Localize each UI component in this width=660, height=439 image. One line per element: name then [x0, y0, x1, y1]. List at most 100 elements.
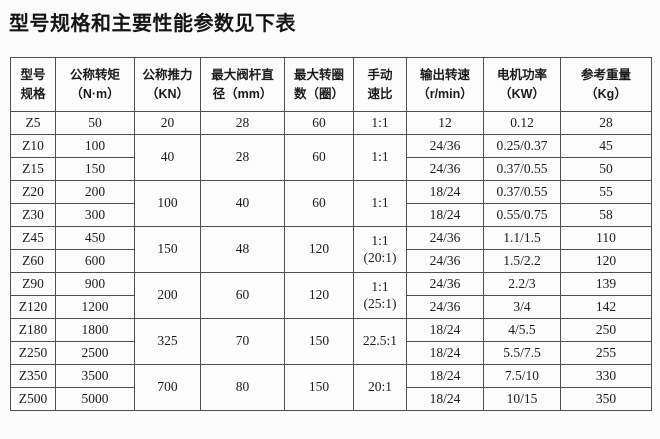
thrust-cell: 20 — [134, 111, 201, 135]
table-row: Z30 300 18/24 0.55/0.75 58 — [10, 203, 652, 227]
thrust-cell: 100 — [134, 180, 201, 227]
header-turns: 最大转圈 数（圈） — [284, 57, 354, 112]
thrust-cell: 150 — [134, 226, 201, 273]
stem-cell: 28 — [200, 111, 285, 135]
turns-cell: 150 — [284, 318, 354, 365]
thrust-cell: 700 — [134, 364, 201, 411]
table-row: Z250 2500 18/24 5.5/7.5 255 — [10, 341, 652, 365]
table-row: Z15 150 24/36 0.37/0.55 50 — [10, 157, 652, 181]
table-row: Z500 5000 18/24 10/15 350 — [10, 387, 652, 411]
table-row: Z10 100 40 28 60 1:1 24/36 0.25/0.37 45 — [10, 134, 652, 181]
header-weight: 参考重量 （Kg） — [560, 57, 652, 112]
turns-cell: 60 — [284, 111, 354, 135]
turns-cell: 120 — [284, 226, 354, 273]
power-cell: 0.55/0.75 — [483, 203, 561, 227]
header-power: 电机功率 （KW） — [483, 57, 561, 112]
model-cell: Z15 — [10, 157, 56, 181]
power-cell: 0.37/0.55 — [483, 157, 561, 181]
weight-cell: 142 — [560, 295, 652, 319]
torque-cell: 600 — [55, 249, 135, 273]
model-cell: Z180 — [10, 318, 56, 342]
model-cell: Z350 — [10, 364, 56, 388]
table-row: Z350 3500 700 80 150 20:1 18/24 7.5/10 3… — [10, 364, 652, 411]
power-cell: 4/5.5 — [483, 318, 561, 342]
header-stem: 最大阀杆直 径（mm） — [200, 57, 285, 112]
header-model: 型号 规格 — [10, 57, 56, 112]
speed-cell: 24/36 — [406, 295, 484, 319]
table-row: Z5 50 20 28 60 1:1 12 0.12 28 — [10, 111, 652, 135]
torque-cell: 1200 — [55, 295, 135, 319]
thrust-cell: 325 — [134, 318, 201, 365]
model-cell: Z30 — [10, 203, 56, 227]
torque-cell: 100 — [55, 134, 135, 158]
weight-cell: 255 — [560, 341, 652, 365]
model-cell: Z5 — [10, 111, 56, 135]
weight-cell: 58 — [560, 203, 652, 227]
header-ratio: 手动 速比 — [353, 57, 407, 112]
ratio-cell: 22.5:1 — [353, 318, 407, 365]
weight-cell: 350 — [560, 387, 652, 411]
torque-cell: 50 — [55, 111, 135, 135]
turns-cell: 60 — [284, 134, 354, 181]
turns-cell: 60 — [284, 180, 354, 227]
speed-cell: 24/36 — [406, 272, 484, 296]
header-row: 型号 规格 公称转矩 （N·m） 公称推力 （KN） 最大阀杆直 径（mm） 最… — [10, 57, 652, 112]
stem-cell: 40 — [200, 180, 285, 227]
power-cell: 0.37/0.55 — [483, 180, 561, 204]
power-cell: 3/4 — [483, 295, 561, 319]
model-cell: Z90 — [10, 272, 56, 296]
power-cell: 7.5/10 — [483, 364, 561, 388]
speed-cell: 24/36 — [406, 157, 484, 181]
table-row: Z90 900 200 60 120 1:1 (25:1) 24/36 2.2/… — [10, 272, 652, 319]
table-row: Z120 1200 24/36 3/4 142 — [10, 295, 652, 319]
model-cell: Z10 — [10, 134, 56, 158]
speed-cell: 24/36 — [406, 226, 484, 250]
ratio-cell: 1:1 — [353, 180, 407, 227]
ratio-cell: 1:1 (20:1) — [353, 226, 407, 273]
ratio-cell: 1:1 — [353, 134, 407, 181]
header-thrust: 公称推力 （KN） — [134, 57, 201, 112]
power-cell: 0.12 — [483, 111, 561, 135]
page-title: 型号规格和主要性能参数见下表 — [9, 13, 296, 35]
torque-cell: 3500 — [55, 364, 135, 388]
power-cell: 5.5/7.5 — [483, 341, 561, 365]
header-torque: 公称转矩 （N·m） — [55, 57, 135, 112]
stem-cell: 80 — [200, 364, 285, 411]
speed-cell: 18/24 — [406, 387, 484, 411]
table-row: Z60 600 24/36 1.5/2.2 120 — [10, 249, 652, 273]
torque-cell: 1800 — [55, 318, 135, 342]
speed-cell: 24/36 — [406, 134, 484, 158]
weight-cell: 110 — [560, 226, 652, 250]
speed-cell: 24/36 — [406, 249, 484, 273]
turns-cell: 120 — [284, 272, 354, 319]
speed-cell: 18/24 — [406, 180, 484, 204]
speed-cell: 18/24 — [406, 318, 484, 342]
stem-cell: 60 — [200, 272, 285, 319]
turns-cell: 150 — [284, 364, 354, 411]
stem-cell: 70 — [200, 318, 285, 365]
model-cell: Z60 — [10, 249, 56, 273]
torque-cell: 450 — [55, 226, 135, 250]
model-cell: Z500 — [10, 387, 56, 411]
torque-cell: 2500 — [55, 341, 135, 365]
ratio-cell: 1:1 — [353, 111, 407, 135]
table-row: Z180 1800 325 70 150 22.5:1 18/24 4/5.5 … — [10, 318, 652, 365]
table-row: Z20 200 100 40 60 1:1 18/24 0.37/0.55 55 — [10, 180, 652, 227]
power-cell: 1.5/2.2 — [483, 249, 561, 273]
model-cell: Z45 — [10, 226, 56, 250]
weight-cell: 120 — [560, 249, 652, 273]
header-speed: 输出转速 （r/min） — [406, 57, 484, 112]
speed-cell: 18/24 — [406, 203, 484, 227]
power-cell: 10/15 — [483, 387, 561, 411]
torque-cell: 150 — [55, 157, 135, 181]
speed-cell: 12 — [406, 111, 484, 135]
weight-cell: 28 — [560, 111, 652, 135]
stem-cell: 28 — [200, 134, 285, 181]
thrust-cell: 200 — [134, 272, 201, 319]
speed-cell: 18/24 — [406, 364, 484, 388]
ratio-cell: 1:1 (25:1) — [353, 272, 407, 319]
weight-cell: 50 — [560, 157, 652, 181]
spec-table: 型号 规格 公称转矩 （N·m） 公称推力 （KN） 最大阀杆直 径（mm） 最… — [10, 57, 652, 411]
speed-cell: 18/24 — [406, 341, 484, 365]
ratio-cell: 20:1 — [353, 364, 407, 411]
